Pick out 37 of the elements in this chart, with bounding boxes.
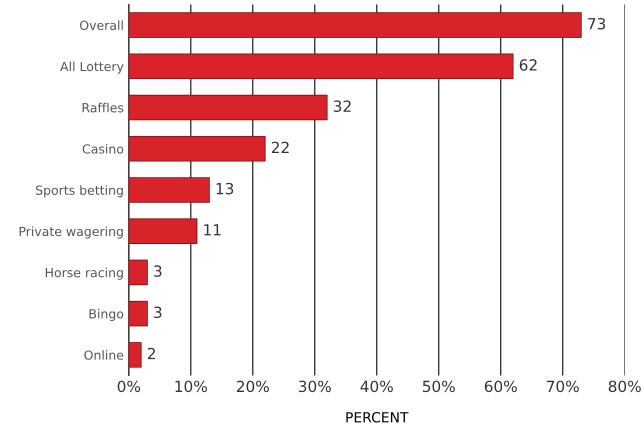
data-label: 22 xyxy=(272,142,289,153)
bar xyxy=(128,300,148,326)
data-label: 13 xyxy=(216,182,234,194)
x-tick-label: 50% xyxy=(422,380,455,392)
data-label: 2 xyxy=(148,348,155,360)
data-label: 32 xyxy=(334,100,351,112)
x-axis-title: PERCENT xyxy=(346,412,409,423)
x-tick-label: 70% xyxy=(546,380,579,392)
bar xyxy=(128,342,142,368)
y-tick-label: Bingo xyxy=(90,308,124,321)
data-label: 3 xyxy=(154,306,162,318)
bar xyxy=(128,12,582,38)
y-tick-label: Horse racing xyxy=(46,268,123,280)
bar xyxy=(128,136,266,162)
x-tick-label: 80% xyxy=(608,380,641,392)
x-tick-label: 30% xyxy=(298,380,331,392)
y-tick-label: Casino xyxy=(82,144,124,154)
bar xyxy=(128,177,210,203)
bar xyxy=(128,260,148,286)
x-tick-label: 20% xyxy=(236,380,269,392)
y-tick-label: Private wagering xyxy=(20,226,123,239)
data-label: 3 xyxy=(154,265,162,277)
bar xyxy=(128,218,198,244)
bar xyxy=(128,54,514,80)
y-tick-label: Online xyxy=(84,350,124,360)
x-tick-label: 10% xyxy=(175,380,207,392)
x-tick-label: 60% xyxy=(484,380,517,392)
data-label: 11 xyxy=(204,224,221,236)
x-tick-label: 40% xyxy=(360,380,393,392)
data-label: 62 xyxy=(520,59,537,71)
y-tick-label: All Lottery xyxy=(60,62,124,74)
y-tick-label: Overall xyxy=(80,20,123,30)
x-tick-label: 0% xyxy=(118,380,140,392)
y-tick-label: Sports betting xyxy=(36,185,123,198)
bar xyxy=(128,94,328,120)
y-tick-label: Raffles xyxy=(82,102,124,112)
data-label: 73 xyxy=(588,18,606,30)
